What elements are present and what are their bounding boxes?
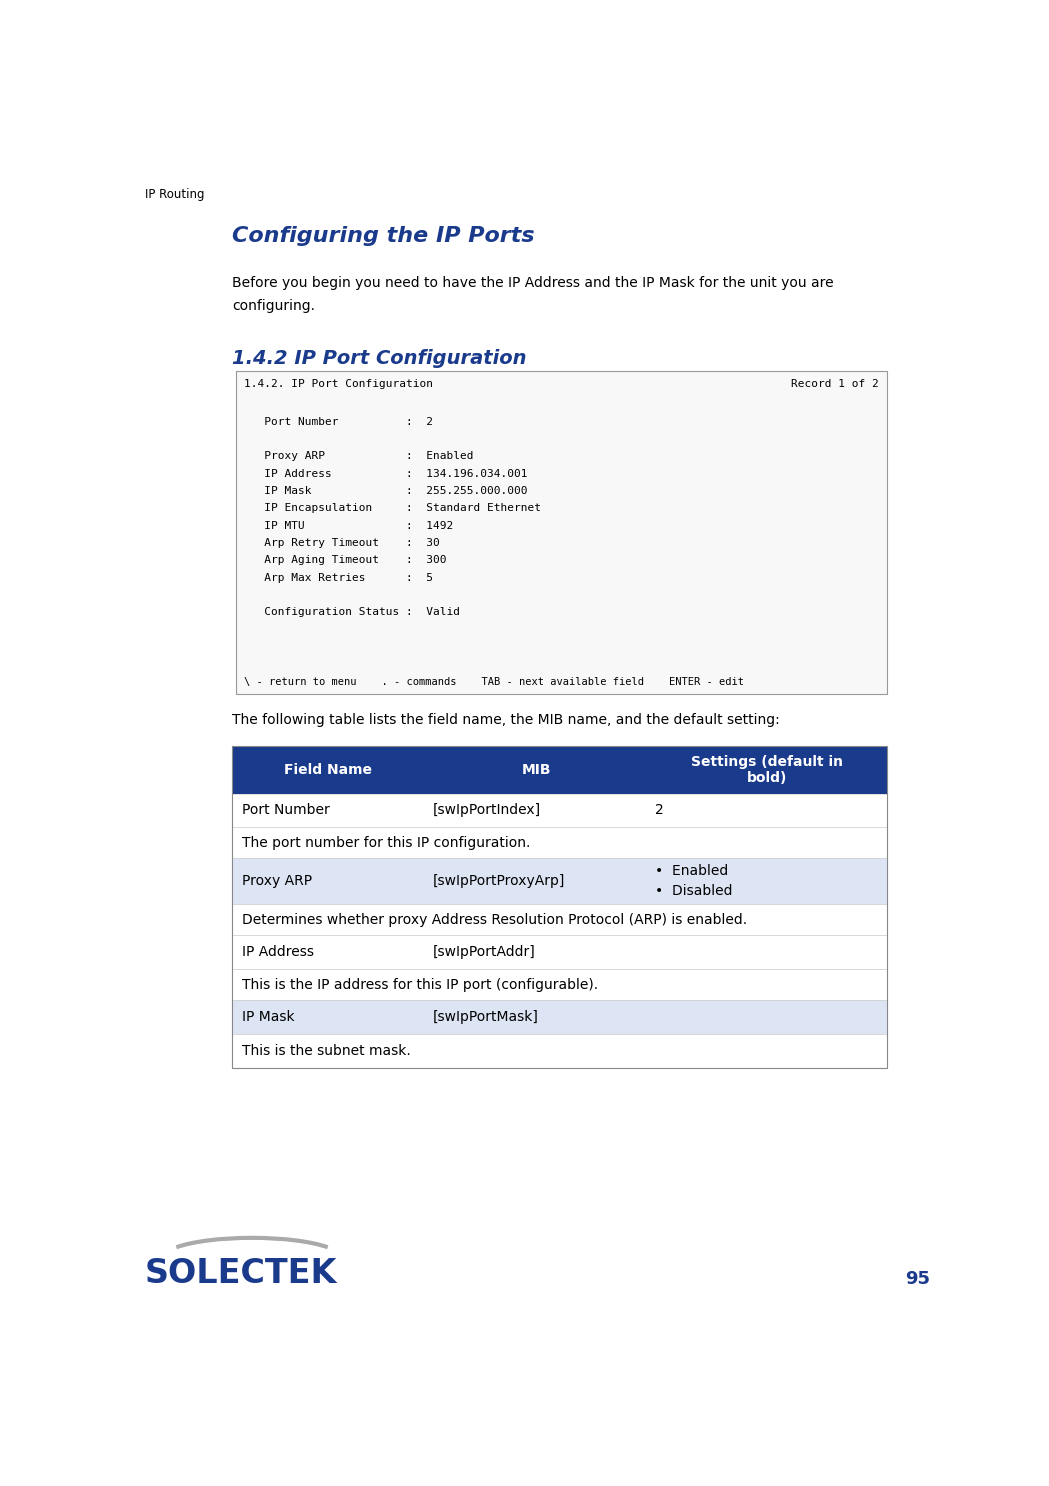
Text: Arp Max Retries      :  5: Arp Max Retries : 5 [243, 572, 432, 583]
Text: IP Mask              :  255.255.000.000: IP Mask : 255.255.000.000 [243, 486, 527, 496]
Text: Record 1 of 2: Record 1 of 2 [791, 379, 879, 389]
Text: IP MTU               :  1492: IP MTU : 1492 [243, 520, 453, 531]
Text: MIB: MIB [521, 762, 551, 777]
Text: Field Name: Field Name [284, 762, 372, 777]
FancyBboxPatch shape [232, 1000, 886, 1034]
Text: [swIpPortAddr]: [swIpPortAddr] [433, 945, 536, 958]
Text: \ - return to menu    . - commands    TAB - next available field    ENTER - edit: \ - return to menu . - commands TAB - ne… [243, 676, 744, 687]
Text: •  Enabled: • Enabled [656, 865, 729, 878]
FancyBboxPatch shape [232, 905, 886, 935]
FancyBboxPatch shape [232, 969, 886, 1000]
Text: configuring.: configuring. [232, 299, 315, 314]
FancyBboxPatch shape [232, 859, 886, 905]
FancyBboxPatch shape [232, 794, 886, 828]
Text: Port Number          :  2: Port Number : 2 [243, 416, 432, 426]
Text: IP Routing: IP Routing [145, 189, 205, 201]
Text: Arp Aging Timeout    :  300: Arp Aging Timeout : 300 [243, 556, 446, 565]
FancyBboxPatch shape [232, 935, 886, 969]
Text: Settings (default in
bold): Settings (default in bold) [691, 755, 843, 785]
FancyBboxPatch shape [232, 1034, 886, 1067]
Text: Proxy ARP            :  Enabled: Proxy ARP : Enabled [243, 452, 473, 461]
Text: Port Number: Port Number [242, 804, 329, 817]
Text: Configuration Status :  Valid: Configuration Status : Valid [243, 608, 459, 617]
Text: The port number for this IP configuration.: The port number for this IP configuratio… [242, 835, 531, 850]
Text: [swIpPortIndex]: [swIpPortIndex] [433, 804, 541, 817]
Text: Before you begin you need to have the IP Address and the IP Mask for the unit yo: Before you begin you need to have the IP… [232, 276, 834, 290]
Text: 1.4.2. IP Port Configuration: 1.4.2. IP Port Configuration [243, 379, 432, 389]
FancyBboxPatch shape [236, 372, 886, 694]
Text: IP Address           :  134.196.034.001: IP Address : 134.196.034.001 [243, 468, 527, 478]
Text: [swIpPortProxyArp]: [swIpPortProxyArp] [433, 874, 565, 889]
Text: This is the subnet mask.: This is the subnet mask. [242, 1043, 411, 1058]
Text: IP Address: IP Address [242, 945, 314, 958]
Text: Determines whether proxy Address Resolution Protocol (ARP) is enabled.: Determines whether proxy Address Resolut… [242, 912, 747, 927]
Text: IP Encapsulation     :  Standard Ethernet: IP Encapsulation : Standard Ethernet [243, 504, 540, 513]
Text: Proxy ARP: Proxy ARP [242, 874, 312, 889]
Text: 1.4.2 IP Port Configuration: 1.4.2 IP Port Configuration [232, 349, 527, 369]
Text: Configuring the IP Ports: Configuring the IP Ports [232, 226, 535, 247]
Text: 95: 95 [905, 1271, 930, 1288]
Text: Arp Retry Timeout    :  30: Arp Retry Timeout : 30 [243, 538, 440, 548]
Text: The following table lists the field name, the MIB name, and the default setting:: The following table lists the field name… [232, 713, 779, 728]
Text: [swIpPortMask]: [swIpPortMask] [433, 1010, 539, 1024]
Text: SOLECTEK: SOLECTEK [145, 1257, 338, 1290]
Text: 2: 2 [656, 804, 664, 817]
FancyBboxPatch shape [232, 828, 886, 859]
Text: This is the IP address for this IP port (configurable).: This is the IP address for this IP port … [242, 978, 598, 991]
FancyBboxPatch shape [232, 746, 886, 794]
Text: •  Disabled: • Disabled [656, 884, 733, 899]
Text: IP Mask: IP Mask [242, 1010, 295, 1024]
